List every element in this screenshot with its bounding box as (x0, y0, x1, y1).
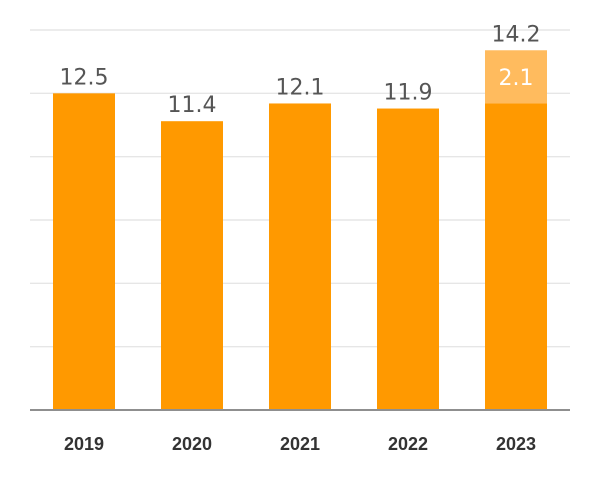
value-label-2021: 12.1 (276, 75, 325, 100)
bar-2022 (377, 108, 439, 411)
x-tick-label-2021: 2021 (280, 434, 320, 454)
x-tick-label-2022: 2022 (388, 434, 428, 454)
bar-2019 (53, 93, 115, 410)
data-labels: 12.5 11.4 12.1 11.9 2.1 14.2 (60, 22, 541, 118)
x-tick-label-2020: 2020 (172, 434, 212, 454)
bars (53, 50, 547, 411)
value-label-2022: 11.9 (384, 81, 433, 106)
value-label-2023: 14.2 (492, 22, 541, 47)
bar-2023 (485, 103, 547, 410)
segment-label-2023: 2.1 (499, 66, 534, 91)
x-tick-label-2023: 2023 (496, 434, 536, 454)
bar-2021 (269, 103, 331, 410)
x-axis: 2019 2020 2021 2022 2023 (30, 409, 570, 454)
bar-segment-2023 (485, 50, 547, 104)
x-tick-label-2019: 2019 (64, 434, 104, 454)
bar-2020 (161, 121, 223, 410)
value-label-2020: 11.4 (168, 93, 217, 118)
value-label-2019: 12.5 (60, 65, 109, 90)
